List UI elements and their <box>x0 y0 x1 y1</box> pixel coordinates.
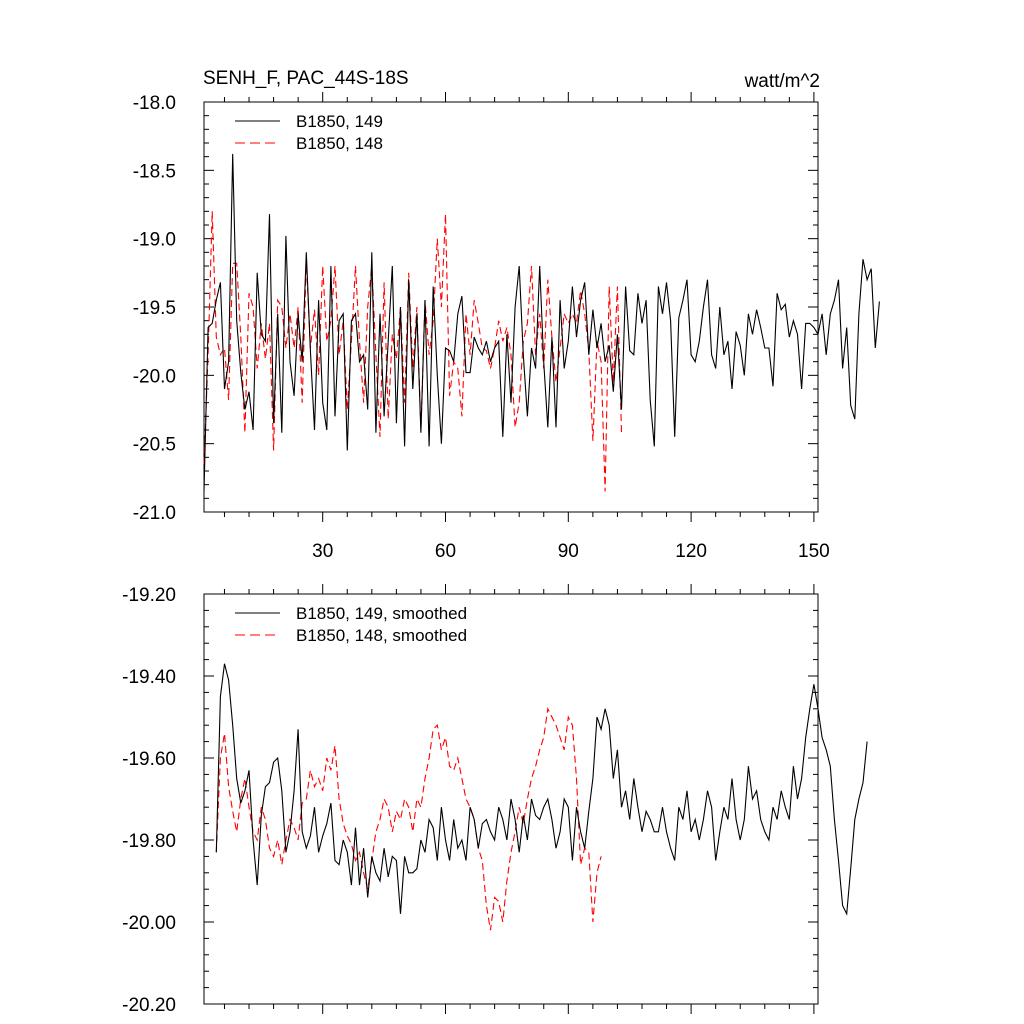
y-tick-label: -18.0 <box>133 93 176 114</box>
y-tick-label: -19.40 <box>122 667 176 688</box>
y-tick-label: -19.5 <box>133 298 176 319</box>
top-legend: B1850, 149 B1850, 148 <box>235 112 383 153</box>
legend-label-149-smoothed: B1850, 149, smoothed <box>296 604 467 623</box>
top-panel: SENH_F, PAC_44S-18S watt/m^2 -21.0-20.5-… <box>133 68 880 562</box>
x-tick-label: 90 <box>558 541 579 562</box>
y-tick-label: -20.00 <box>122 913 176 934</box>
series-line-148 <box>215 706 602 931</box>
y-tick-label: -18.5 <box>133 161 176 182</box>
y-tick-label: -19.0 <box>133 230 176 251</box>
plot-frame <box>203 593 819 1005</box>
bottom-series <box>215 663 868 931</box>
y-tick-label: -19.20 <box>122 585 176 606</box>
series-line-149 <box>203 153 880 492</box>
x-tick-label: 60 <box>435 541 456 562</box>
chart-title: SENH_F, PAC_44S-18S <box>203 68 409 89</box>
legend-label-148-smoothed: B1850, 148, smoothed <box>296 626 467 645</box>
y-tick-label: -20.20 <box>122 995 176 1016</box>
top-series <box>203 153 880 492</box>
legend-label-148: B1850, 148 <box>296 134 383 153</box>
y-tick-label: -20.0 <box>133 366 176 387</box>
x-tick-label: 120 <box>675 541 707 562</box>
x-tick-label: 150 <box>798 541 830 562</box>
y-tick-label: -19.60 <box>122 749 176 770</box>
units-label: watt/m^2 <box>744 71 820 92</box>
bottom-panel: -20.20 -20.00 -19.80 -19.60 -19.40 -19.20 B18… <box>122 584 868 1016</box>
bottom-axes: -20.20 -20.00 -19.80 -19.60 -19.40 -19.20 <box>122 584 819 1016</box>
y-tick-label: -20.5 <box>133 435 176 456</box>
series-line-149 <box>215 663 868 916</box>
x-tick-label: 30 <box>312 541 333 562</box>
legend-label-149: B1850, 149 <box>296 112 383 131</box>
y-tick-label: -19.80 <box>122 831 176 852</box>
top-axes: -21.0 -20.5 -20.0 -19.5 -19.0 -18.5 -18.0 30 60 9… <box>133 92 830 562</box>
bottom-legend: B1850, 149, smoothed B1850, 148, smoothe… <box>235 604 467 645</box>
y-tick-label: -21.0 <box>133 503 176 524</box>
